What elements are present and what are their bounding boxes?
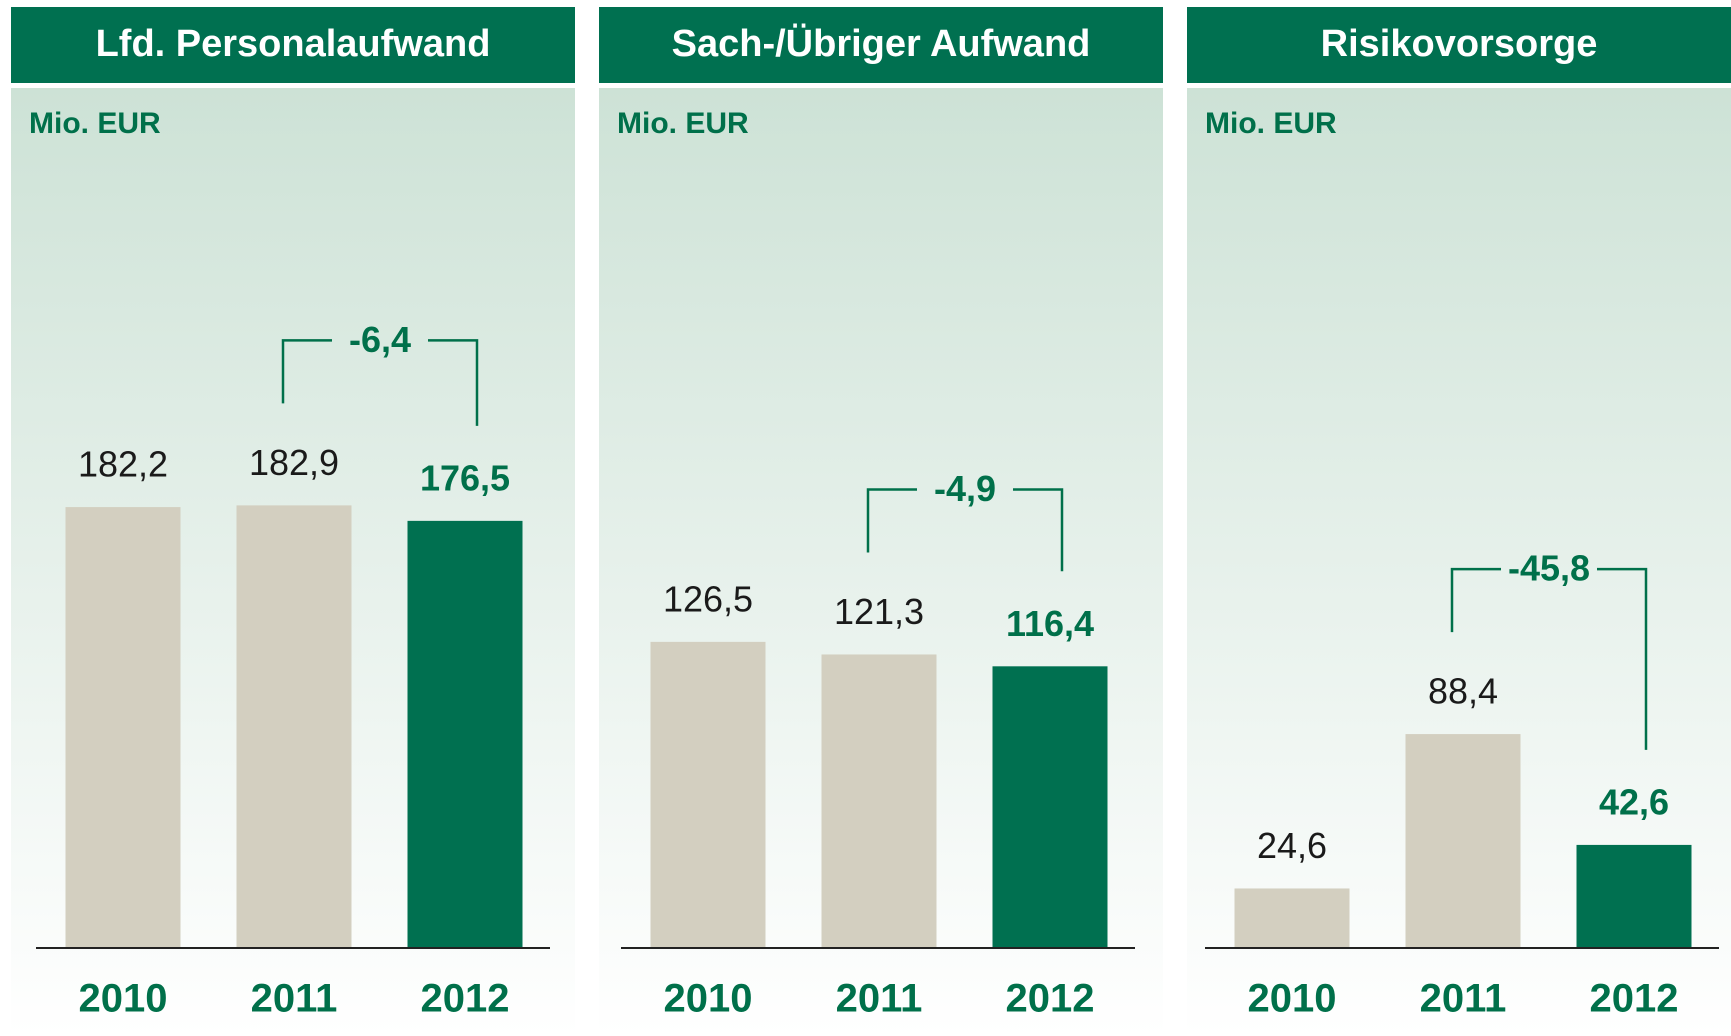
bracket <box>428 339 479 426</box>
unit-label: Mio. EUR <box>29 107 161 140</box>
x-tick-label: 2011 <box>1420 977 1507 1021</box>
panel-header <box>1187 7 1731 83</box>
bar <box>65 507 181 948</box>
bracket <box>281 339 332 404</box>
bar <box>650 641 766 948</box>
bracket <box>1450 567 1501 633</box>
chart-title: Sach-/Übriger Aufwand <box>672 22 1091 65</box>
x-tick-label: 2012 <box>1006 977 1095 1021</box>
x-tick-label: 2010 <box>79 977 168 1021</box>
bracket <box>866 488 917 553</box>
data-label: 126,5 <box>663 578 753 619</box>
panel-header <box>599 7 1163 83</box>
data-label: 116,4 <box>1006 603 1094 644</box>
x-tick-label: 2012 <box>1590 977 1679 1021</box>
chart-title: Lfd. Personalaufwand <box>96 23 491 65</box>
unit-label: Mio. EUR <box>1205 107 1337 140</box>
data-label: 88,4 <box>1428 671 1498 712</box>
bracket <box>1013 488 1064 572</box>
data-label: 182,2 <box>78 444 168 485</box>
panel-header <box>11 7 575 83</box>
annotation: -45,8 <box>1508 548 1590 589</box>
bar <box>1405 734 1521 948</box>
x-tick-label: 2011 <box>836 977 923 1021</box>
bar <box>992 666 1108 948</box>
unit-label: Mio. EUR <box>617 107 749 140</box>
x-tick-label: 2010 <box>1248 977 1337 1021</box>
x-tick-label: 2010 <box>664 977 753 1021</box>
data-label: 42,6 <box>1599 781 1669 822</box>
data-label: 24,6 <box>1257 825 1327 866</box>
bar <box>1234 888 1350 948</box>
bar <box>821 654 937 948</box>
data-label: 182,9 <box>249 442 339 483</box>
x-tick-label: 2011 <box>251 977 338 1021</box>
bar <box>1576 844 1692 948</box>
data-label: 121,3 <box>834 591 924 632</box>
annotation: -6,4 <box>349 319 411 360</box>
bar <box>407 520 523 948</box>
annotation: -4,9 <box>934 468 996 509</box>
bar <box>236 505 352 948</box>
data-label: 176,5 <box>420 457 510 498</box>
chart-title: Risikovorsorge <box>1321 23 1598 65</box>
x-tick-label: 2012 <box>421 977 510 1021</box>
bracket <box>1597 567 1648 750</box>
